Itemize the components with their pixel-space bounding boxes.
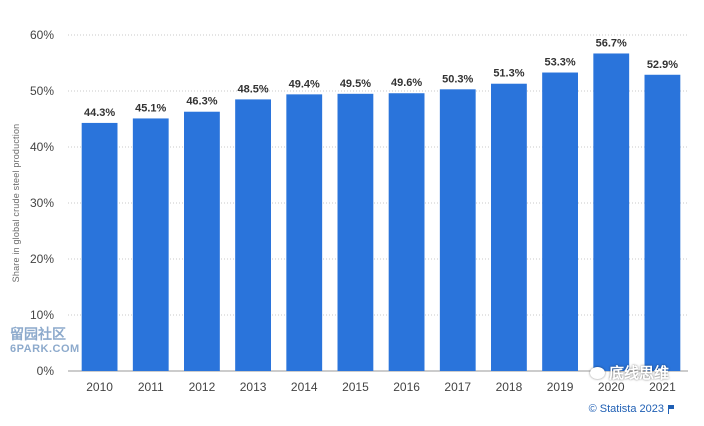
y-tick-label: 10%	[30, 308, 54, 322]
bar-2019[interactable]	[542, 72, 578, 372]
data-label-2018: 51.3%	[493, 68, 524, 80]
data-label-2012: 46.3%	[186, 96, 217, 108]
x-axis-ticks: 2010 2011 2012 2013 2014 2015 2016 2017 2018 2019…	[86, 380, 676, 394]
gridlines	[68, 34, 688, 372]
watermark-6park-url: 6PARK.COM	[10, 343, 80, 355]
data-label-2011: 45.1%	[135, 102, 166, 114]
credit-text[interactable]: © Statista 2023	[588, 403, 664, 415]
statista-credit[interactable]: © Statista 2023	[589, 403, 675, 415]
data-label-2016: 49.6%	[391, 77, 422, 89]
y-tick-label: 40%	[30, 140, 54, 154]
data-label-2015: 49.5%	[340, 78, 371, 90]
x-tick-label-2018: 2018	[496, 380, 523, 394]
x-tick-label-2019: 2019	[547, 380, 574, 394]
y-tick-label: 60%	[30, 28, 54, 42]
data-label-2019: 53.3%	[544, 57, 575, 69]
y-axis-ticks: 0% 10% 20% 30% 40% 50% 60%	[30, 28, 54, 378]
y-tick-label: 50%	[30, 84, 54, 98]
bar-2010[interactable]	[81, 122, 118, 371]
data-label-2017: 50.3%	[442, 73, 473, 85]
bar-2013[interactable]	[235, 99, 271, 372]
data-label-2014: 49.4%	[289, 78, 320, 90]
bar-2014[interactable]	[286, 94, 323, 372]
y-tick-label: 30%	[30, 196, 54, 210]
bar-2012[interactable]	[184, 111, 220, 371]
bar-2018[interactable]	[491, 83, 527, 371]
bars	[81, 53, 681, 372]
bar-2011[interactable]	[132, 118, 169, 371]
data-label-2020: 56.7%	[596, 37, 627, 49]
data-label-2013: 48.5%	[237, 83, 268, 95]
x-tick-label-2012: 2012	[189, 380, 216, 394]
x-tick-label-2021: 2021	[649, 380, 676, 394]
x-tick-label-2016: 2016	[393, 380, 420, 394]
x-tick-label-2017: 2017	[444, 380, 471, 394]
bar-2021[interactable]	[644, 74, 681, 371]
bar-2015[interactable]	[337, 93, 374, 372]
y-tick-label: 20%	[30, 252, 54, 266]
data-label-2021: 52.9%	[647, 59, 678, 71]
flag-icon[interactable]	[668, 404, 675, 414]
bar-2017[interactable]	[439, 89, 476, 371]
watermark-6park: 留园社区 6PARK.COM	[10, 327, 80, 357]
watermark-wechat-text: 底线思维	[609, 365, 670, 382]
y-axis-title: Share in global crude steel production	[11, 124, 21, 283]
x-tick-label-2010: 2010	[86, 380, 113, 394]
data-label-2010: 44.3%	[84, 107, 115, 119]
wechat-icon	[590, 366, 605, 379]
x-tick-label-2013: 2013	[240, 380, 267, 394]
bar-2020[interactable]	[593, 53, 630, 371]
watermark-wechat: 底线思维	[590, 362, 669, 383]
data-labels: 44.3% 45.1% 46.3% 48.5% 49.4% 49.5% 49.6% 50.3%…	[84, 37, 678, 118]
x-tick-label-2015: 2015	[342, 380, 369, 394]
y-tick-label: 0%	[37, 364, 55, 378]
bar-2016[interactable]	[388, 93, 425, 372]
watermark-6park-text: 留园社区	[10, 326, 66, 342]
x-tick-label-2020: 2020	[598, 380, 625, 394]
x-tick-label-2014: 2014	[291, 380, 318, 394]
x-tick-label-2011: 2011	[138, 380, 164, 394]
